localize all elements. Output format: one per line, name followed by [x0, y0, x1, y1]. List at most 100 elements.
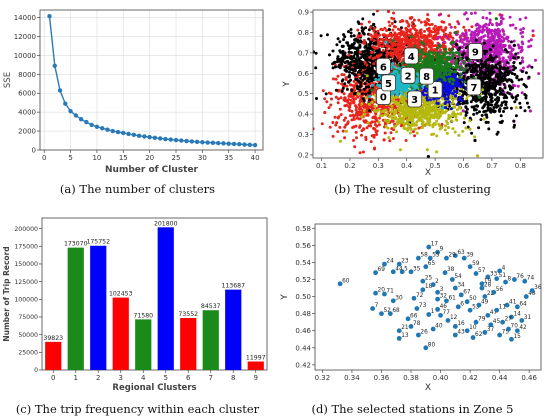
cluster-point	[464, 64, 468, 68]
cluster-point	[459, 50, 463, 54]
cluster-point	[491, 81, 495, 85]
cluster-point	[366, 113, 370, 117]
cluster-point	[368, 41, 372, 45]
cluster-point	[429, 109, 433, 113]
cluster-point	[462, 74, 466, 78]
cluster-point	[368, 109, 372, 113]
cluster-point	[466, 125, 470, 129]
cluster-point	[495, 101, 499, 105]
cluster-point	[389, 47, 393, 51]
cluster-point	[357, 22, 361, 25]
sse-point	[205, 140, 210, 145]
cluster-point	[397, 31, 401, 35]
cluster-point	[458, 57, 462, 61]
cluster-point	[448, 47, 451, 51]
cluster-point	[416, 34, 420, 38]
cluster-point	[391, 55, 395, 58]
cluster-point	[323, 97, 327, 101]
cluster-point	[385, 47, 389, 51]
cluster-outlier	[350, 88, 354, 92]
cluster-point	[451, 112, 455, 116]
cluster-point	[388, 24, 392, 28]
cluster-point	[391, 99, 395, 103]
cluster-point	[345, 66, 349, 70]
cluster-point	[495, 72, 499, 76]
cluster-point	[461, 129, 465, 133]
cluster-outlier	[340, 50, 344, 54]
cluster-point	[511, 47, 515, 51]
cluster-point	[415, 131, 419, 135]
cluster-point	[412, 123, 416, 127]
cluster-point	[498, 86, 502, 90]
sse-point	[157, 136, 163, 141]
cluster-point	[420, 126, 424, 130]
cluster-point	[353, 38, 357, 42]
cluster-point	[398, 41, 402, 45]
cluster-point	[436, 37, 440, 40]
cluster-point	[506, 66, 510, 70]
cluster-point	[407, 117, 411, 121]
cluster-point	[359, 34, 363, 38]
cluster-point	[383, 51, 387, 55]
cluster-point	[490, 99, 494, 103]
cluster-point	[470, 105, 474, 109]
cluster-point	[481, 88, 485, 92]
cluster-point	[334, 65, 337, 69]
cluster-point	[465, 107, 469, 111]
cluster-point	[467, 28, 471, 32]
cluster-point	[475, 63, 479, 67]
cluster-point	[349, 34, 353, 38]
cluster-point	[486, 68, 490, 72]
cluster-point	[494, 74, 498, 78]
cluster-point	[373, 93, 377, 97]
cluster-point	[428, 98, 432, 102]
cluster-point	[492, 106, 496, 109]
cluster-point	[381, 114, 384, 118]
cluster-point	[494, 98, 497, 102]
cluster-point	[349, 101, 352, 105]
cluster-point	[347, 62, 351, 66]
cluster-point	[410, 32, 414, 36]
cluster-point	[413, 24, 417, 28]
cluster-point	[345, 103, 349, 107]
cluster-point	[327, 106, 331, 110]
cluster-point	[476, 76, 480, 80]
cluster-point	[395, 120, 399, 124]
cluster-point	[359, 62, 363, 66]
cluster-point	[362, 41, 366, 45]
cluster-point	[399, 47, 403, 51]
cluster-point	[443, 102, 447, 105]
cluster-point	[511, 96, 515, 100]
cluster-point	[426, 13, 430, 17]
cluster-outlier	[499, 78, 503, 82]
cluster-point	[430, 22, 434, 26]
cluster-point	[356, 55, 360, 59]
cluster-point	[470, 12, 473, 15]
cluster-point	[478, 66, 482, 70]
cluster-point	[473, 108, 476, 112]
cluster-point	[492, 46, 496, 50]
cluster-point	[438, 35, 442, 39]
cluster-point	[390, 16, 394, 20]
y-axis-title: SSE	[3, 72, 13, 88]
cluster-point	[391, 137, 395, 140]
cluster-point	[349, 83, 353, 87]
cluster-point	[365, 63, 369, 67]
cluster-point	[401, 30, 404, 34]
cluster-point	[460, 99, 464, 103]
sse-point	[68, 109, 73, 114]
cluster-point	[433, 30, 437, 34]
cluster-point	[405, 20, 409, 24]
cluster-point	[405, 119, 409, 123]
cluster-point	[513, 43, 516, 47]
cluster-point	[336, 37, 340, 41]
cluster-point	[487, 64, 491, 68]
cluster-outlier	[444, 106, 448, 110]
cluster-point	[527, 105, 531, 109]
cluster-point	[478, 30, 482, 33]
cluster-point	[435, 114, 439, 118]
cluster-point	[379, 37, 383, 41]
cluster-point	[395, 42, 399, 46]
cluster-point	[400, 19, 404, 22]
cluster-point	[401, 108, 405, 112]
